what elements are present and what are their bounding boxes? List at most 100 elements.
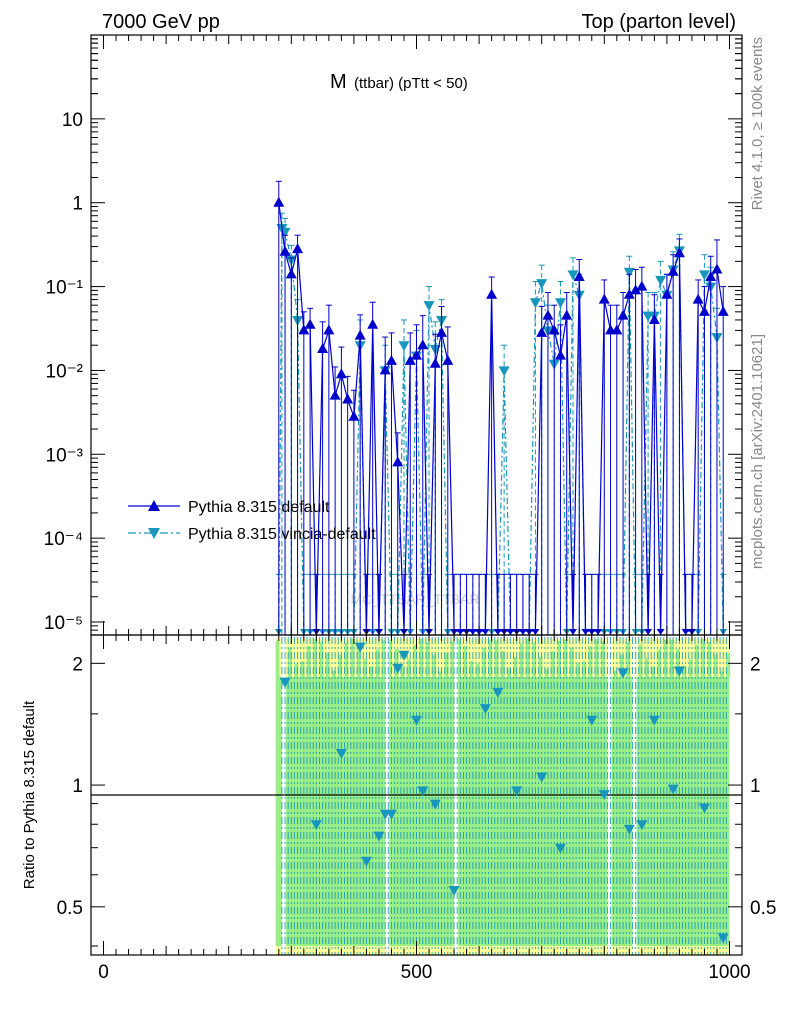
band-spike bbox=[557, 640, 562, 678]
marker-floor bbox=[493, 629, 502, 635]
marker-triangle-up bbox=[648, 313, 660, 324]
marker-triangle-up bbox=[335, 368, 347, 379]
ratio-marker bbox=[648, 715, 660, 726]
band-spike bbox=[532, 643, 537, 678]
marker-triangle-up bbox=[542, 309, 554, 320]
ratio-y-tick-label-right: 2 bbox=[750, 654, 761, 675]
plot-title: M (ttbar) (pTtt < 50) bbox=[330, 71, 468, 93]
marker-floor bbox=[656, 629, 665, 635]
ratio-x-ticks: 0 500 1000 bbox=[98, 635, 751, 983]
marker-triangle-up bbox=[705, 271, 717, 282]
ratio-y-ticks: 2 2 1 1 0.5 0.5 bbox=[57, 654, 776, 947]
marker-triangle-up bbox=[354, 329, 366, 340]
band-spike bbox=[663, 640, 668, 678]
band-spike bbox=[275, 640, 280, 678]
band-spike bbox=[644, 658, 649, 678]
ratio-marker bbox=[429, 799, 441, 810]
band-spike bbox=[538, 656, 543, 678]
header-right: Top (parton level) bbox=[581, 11, 736, 33]
band-green bbox=[275, 677, 730, 946]
marker-triangle-up bbox=[385, 354, 397, 365]
marker-floor bbox=[506, 629, 515, 635]
band-spike bbox=[670, 639, 674, 678]
ratio-marker bbox=[392, 663, 404, 674]
band-spike bbox=[313, 639, 317, 678]
band-spike bbox=[582, 661, 587, 678]
marker-triangle-up bbox=[367, 318, 379, 329]
marker-triangle-up bbox=[273, 196, 285, 207]
y-tick-label: 1 bbox=[72, 194, 83, 215]
marker-triangle-up bbox=[292, 243, 304, 254]
marker-triangle-up bbox=[611, 324, 623, 335]
y-tick-label: 10⁻² bbox=[46, 361, 84, 382]
marker-triangle-down bbox=[655, 275, 667, 286]
ratio-marker bbox=[598, 790, 610, 801]
marker-triangle-up bbox=[379, 364, 391, 375]
main-panel: 10 1 10⁻¹ 10⁻² 10⁻³ 10⁻⁴ 10⁻⁵ bbox=[44, 34, 743, 636]
legend-marker-triangle-down bbox=[148, 528, 160, 539]
marker-triangle-up bbox=[536, 326, 548, 337]
band-spike bbox=[438, 671, 443, 678]
band-spike bbox=[457, 639, 461, 678]
marker-triangle-up bbox=[285, 268, 297, 279]
band-spike bbox=[695, 644, 699, 678]
band-spike bbox=[357, 644, 361, 678]
marker-triangle-up bbox=[623, 288, 635, 299]
ratio-marker bbox=[636, 820, 648, 831]
marker-triangle-up bbox=[698, 305, 710, 316]
band-spike bbox=[350, 638, 355, 678]
marker-floor bbox=[531, 629, 540, 635]
legend-label-default: Pythia 8.315 default bbox=[188, 499, 330, 516]
marker-floor bbox=[681, 629, 690, 635]
ratio-ylabel: Ratio to Pythia 8.315 default bbox=[21, 700, 38, 889]
band-spike bbox=[388, 639, 393, 678]
marker-triangle-up bbox=[342, 393, 354, 404]
band-spike bbox=[726, 653, 731, 678]
band-spike bbox=[400, 665, 405, 678]
band-spike bbox=[551, 651, 555, 678]
marker-floor bbox=[468, 629, 477, 635]
marker-triangle-up bbox=[548, 324, 560, 335]
ratio-marker bbox=[448, 886, 460, 897]
marker-triangle-down bbox=[398, 341, 410, 352]
marker-triangle-down bbox=[623, 267, 635, 278]
ratio-marker bbox=[360, 856, 372, 867]
band-spike bbox=[563, 639, 568, 678]
plot-title-main: M bbox=[330, 71, 347, 93]
band-spike bbox=[382, 640, 386, 678]
ratio-marker bbox=[385, 809, 397, 820]
ratio-marker bbox=[310, 820, 322, 831]
marker-floor bbox=[594, 629, 603, 635]
ratio-y-tick-label: 2 bbox=[72, 654, 83, 675]
marker-triangle-up bbox=[661, 288, 673, 299]
ratio-marker bbox=[617, 668, 629, 679]
main-series-marks bbox=[273, 180, 729, 635]
band-spike bbox=[469, 661, 474, 678]
band-spike bbox=[288, 647, 292, 678]
plot-title-sub: (ttbar) (pTtt < 50) bbox=[354, 75, 468, 92]
marker-triangle-down bbox=[423, 301, 435, 312]
y-tick-label: 10⁻⁴ bbox=[44, 529, 83, 550]
marker-triangle-up bbox=[436, 326, 448, 337]
marker-triangle-up bbox=[717, 305, 729, 316]
band-spike bbox=[588, 646, 593, 678]
marker-triangle-up bbox=[404, 354, 416, 365]
marker-triangle-down bbox=[498, 366, 510, 377]
marker-triangle-up bbox=[429, 357, 441, 368]
band-spike bbox=[720, 671, 724, 678]
marker-triangle-up bbox=[317, 343, 329, 354]
ratio-marker bbox=[623, 824, 635, 835]
ratio-marker bbox=[698, 803, 710, 814]
main-y-ticks: 10 1 10⁻¹ 10⁻² 10⁻³ 10⁻⁴ 10⁻⁵ bbox=[44, 38, 742, 636]
ratio-y-tick-label: 0.5 bbox=[57, 898, 83, 919]
band-spike bbox=[613, 670, 618, 678]
band-spike bbox=[432, 654, 436, 678]
y-tick-label: 10⁻³ bbox=[46, 445, 84, 466]
ratio-marker bbox=[373, 831, 385, 842]
marker-triangle-up bbox=[411, 349, 422, 360]
ratio-series-marks bbox=[279, 637, 729, 955]
band-spike bbox=[325, 652, 330, 678]
band-spike bbox=[338, 654, 343, 678]
band-spike bbox=[363, 658, 368, 678]
marker-triangle-down bbox=[536, 279, 548, 290]
